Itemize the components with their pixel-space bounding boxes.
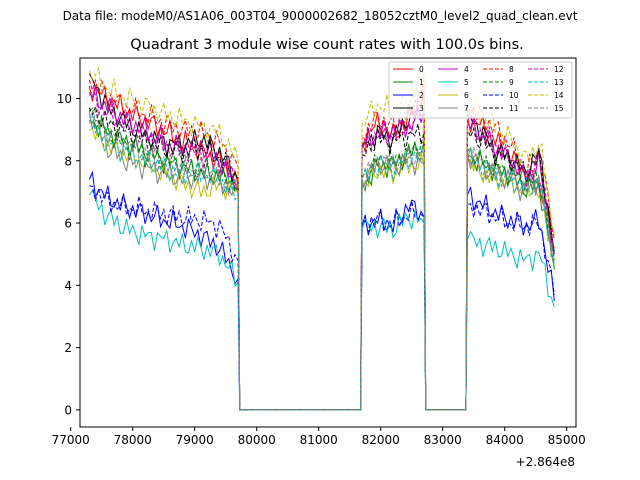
legend-label: 10 [509, 91, 519, 100]
series-line-5 [88, 189, 555, 411]
x-tick-label: 77000 [52, 433, 90, 447]
x-tick-label: 85000 [548, 433, 586, 447]
chart-title: Quadrant 3 module wise count rates with … [130, 37, 524, 53]
plot-lines [88, 66, 555, 411]
legend-label: 3 [419, 104, 424, 113]
x-tick-label: 81000 [300, 433, 338, 447]
x-tick-label: 79000 [176, 433, 214, 447]
series-line-10 [89, 185, 555, 411]
legend-label: 6 [464, 91, 469, 100]
y-axis: 0 2 4 6 8 10 [57, 92, 80, 417]
series-line-2 [88, 170, 555, 411]
legend-label: 13 [554, 78, 564, 87]
legend-box [388, 61, 573, 119]
axes-frame [79, 57, 577, 428]
legend-label: 7 [464, 104, 469, 113]
series-line-15 [88, 110, 555, 411]
legend-label: 1 [419, 78, 424, 87]
x-tick-label: 84000 [486, 433, 524, 447]
series-line-13 [88, 113, 555, 411]
legend-label: 12 [554, 65, 564, 74]
y-tick-label: 6 [64, 217, 72, 231]
legend-label: 2 [419, 91, 424, 100]
legend-label: 5 [464, 78, 469, 87]
x-offset-label: +2.864e8 [516, 455, 575, 469]
y-tick-label: 0 [64, 403, 72, 417]
legend-label: 15 [554, 104, 564, 113]
series-line-11 [88, 104, 555, 411]
y-tick-label: 4 [64, 279, 72, 293]
legend-label: 9 [509, 78, 514, 87]
y-tick-label: 2 [64, 341, 72, 355]
x-axis: 77000 78000 79000 80000 81000 82000 83000 84000… [52, 427, 586, 447]
x-tick-label: 82000 [362, 433, 400, 447]
legend-label: 14 [554, 91, 564, 100]
legend-label: 8 [509, 65, 514, 74]
figure-suptitle: Data file: modeM0/AS1A06_003T04_90000026… [63, 9, 578, 23]
y-tick-label: 10 [57, 92, 72, 106]
series-line-4 [88, 85, 555, 411]
legend-label: 4 [464, 65, 469, 74]
x-tick-label: 80000 [238, 433, 276, 447]
legend-label: 0 [419, 65, 424, 74]
series-line-9 [88, 107, 555, 411]
legend-label: 11 [509, 104, 519, 113]
x-tick-label: 83000 [424, 433, 462, 447]
x-tick-label: 78000 [114, 433, 152, 447]
y-tick-label: 8 [64, 154, 72, 168]
series-line-14 [88, 66, 555, 411]
